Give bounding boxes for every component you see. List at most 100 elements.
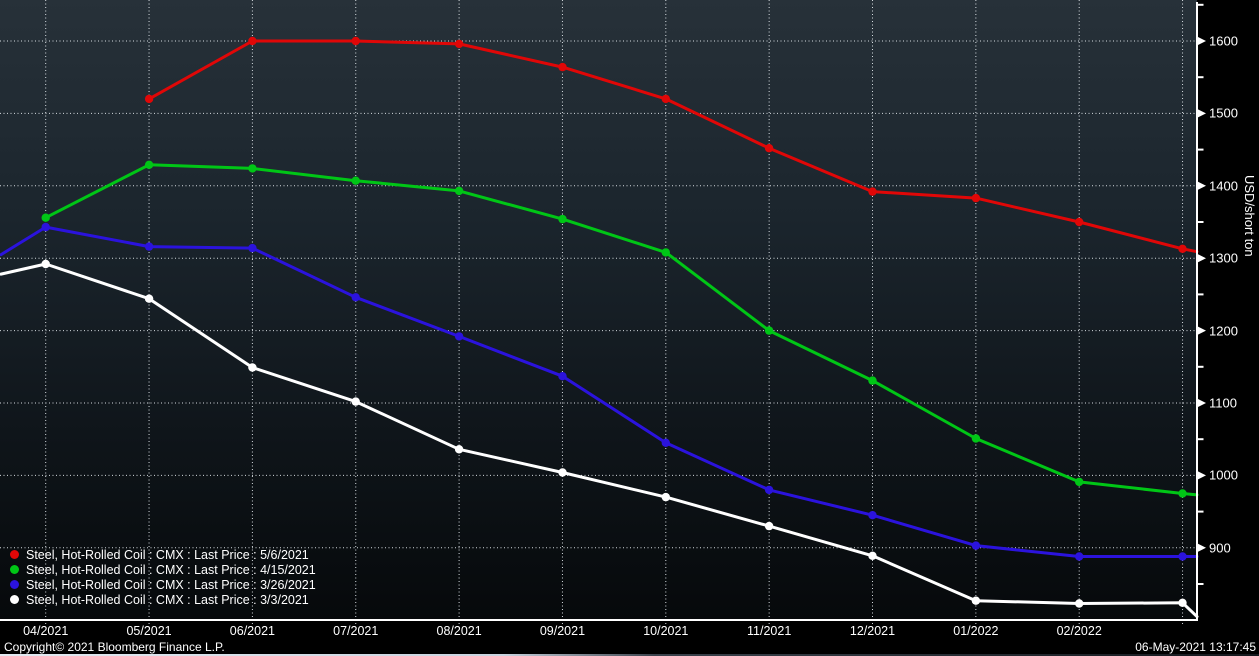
legend-color-dot [10, 565, 19, 574]
data-point-marker[interactable] [144, 160, 154, 169]
data-point-marker[interactable] [558, 62, 567, 72]
data-point-marker[interactable] [351, 293, 360, 302]
data-point-marker[interactable] [1075, 552, 1084, 561]
data-point-marker[interactable] [661, 492, 670, 502]
data-point-marker[interactable] [971, 193, 981, 203]
y-axis-tick-arrow [1198, 399, 1206, 407]
y-axis-tick-label: 1500 [1209, 105, 1238, 121]
y-axis-title: USD/short ton [1242, 175, 1257, 445]
data-point-marker[interactable] [764, 485, 774, 495]
y-axis-tick-arrow [1198, 37, 1206, 45]
window-bottom-edge [0, 654, 1259, 656]
data-point-marker[interactable] [351, 36, 360, 46]
data-point-marker[interactable] [971, 596, 981, 605]
x-axis-tick-label: 12/2021 [849, 624, 896, 638]
x-axis-tick-label: 10/2021 [643, 624, 689, 638]
data-point-marker[interactable] [971, 541, 981, 550]
series-line[interactable] [147, 39, 1199, 254]
data-point-marker[interactable] [248, 36, 257, 46]
y-axis-tick-label: 1300 [1209, 250, 1238, 266]
series-3[interactable] [0, 259, 1199, 619]
data-point-marker[interactable] [661, 438, 670, 447]
data-point-marker[interactable] [1075, 217, 1084, 227]
data-point-marker[interactable] [868, 511, 877, 520]
data-point-marker[interactable] [868, 187, 877, 196]
data-point-marker[interactable] [1075, 477, 1084, 487]
x-axis-tick-label: 04/2021 [23, 624, 69, 638]
legend-item[interactable]: Steel, Hot-Rolled Coil : CMX : Last Pric… [10, 592, 316, 607]
legend-label: Steel, Hot-Rolled Coil : CMX : Last Pric… [26, 577, 316, 592]
y-axis-tick-label: 1200 [1209, 323, 1238, 339]
data-point-marker[interactable] [248, 243, 257, 253]
y-axis-tick-label: 1000 [1209, 467, 1238, 483]
data-point-marker[interactable] [144, 242, 154, 251]
y-axis-tick-label: 1600 [1209, 33, 1238, 49]
data-point-marker[interactable] [454, 39, 464, 49]
series-line[interactable] [0, 262, 1199, 619]
data-point-marker[interactable] [764, 144, 774, 153]
data-point-marker[interactable] [41, 222, 50, 232]
legend-color-dot [10, 550, 19, 559]
data-point-marker[interactable] [1178, 598, 1187, 607]
data-point-marker[interactable] [558, 468, 567, 477]
data-point-marker[interactable] [454, 445, 464, 454]
data-point-marker[interactable] [1075, 599, 1084, 608]
y-axis-tick-arrow [1198, 109, 1206, 118]
x-axis-tick-label: 11/2021 [747, 624, 792, 638]
x-axis-tick-label: 02/2022 [1056, 624, 1102, 638]
legend-color-dot [10, 580, 19, 589]
data-point-marker[interactable] [868, 376, 877, 385]
legend-item[interactable]: Steel, Hot-Rolled Coil : CMX : Last Pric… [10, 547, 316, 562]
y-axis-tick-arrow [1198, 326, 1206, 335]
data-point-marker[interactable] [971, 434, 981, 443]
legend-item[interactable]: Steel, Hot-Rolled Coil : CMX : Last Pric… [10, 562, 316, 577]
x-axis-tick-label: 01/2022 [953, 624, 999, 638]
data-point-marker[interactable] [41, 213, 50, 222]
data-point-marker[interactable] [351, 397, 360, 406]
x-axis-tick-label: 09/2021 [539, 624, 586, 638]
y-axis-tick-arrow [1198, 181, 1206, 190]
data-point-marker[interactable] [454, 186, 464, 196]
data-point-marker[interactable] [1178, 244, 1187, 253]
x-axis-tick-label: 05/2021 [126, 624, 172, 638]
data-point-marker[interactable] [351, 176, 360, 185]
data-point-marker[interactable] [868, 551, 877, 560]
plot-background [0, 0, 1197, 620]
series-1[interactable] [41, 160, 1199, 498]
y-axis-tick-arrow [1198, 471, 1206, 480]
data-point-marker[interactable] [248, 363, 257, 372]
data-point-marker[interactable] [558, 214, 567, 224]
footer-bar: Copyright© 2021 Bloomberg Finance L.P. 0… [0, 639, 1259, 654]
data-point-marker[interactable] [454, 332, 464, 341]
copyright-text: Copyright© 2021 Bloomberg Finance L.P. [4, 640, 225, 654]
y-axis-tick-label: 1400 [1209, 178, 1238, 194]
data-point-marker[interactable] [41, 259, 50, 269]
timestamp-text: 06-May-2021 13:17:45 [1135, 640, 1256, 654]
y-axis-tick-arrow [1198, 543, 1206, 552]
data-point-marker[interactable] [764, 326, 774, 335]
data-point-marker[interactable] [661, 94, 670, 104]
chart-legend: Steel, Hot-Rolled Coil : CMX : Last Pric… [10, 547, 316, 607]
legend-item[interactable]: Steel, Hot-Rolled Coil : CMX : Last Pric… [10, 577, 316, 592]
data-point-marker[interactable] [661, 248, 670, 257]
y-axis-tick-label: 900 [1209, 540, 1231, 556]
x-axis-tick-label: 06/2021 [229, 624, 275, 638]
data-point-marker[interactable] [248, 164, 257, 173]
data-point-marker[interactable] [764, 521, 774, 531]
data-point-marker[interactable] [558, 372, 567, 381]
series-2[interactable] [0, 222, 1199, 561]
y-axis-tick-label: 1100 [1209, 395, 1237, 411]
legend-label: Steel, Hot-Rolled Coil : CMX : Last Pric… [26, 562, 316, 577]
data-point-marker[interactable] [1178, 489, 1187, 498]
data-point-marker[interactable] [144, 294, 154, 303]
series-0[interactable] [144, 36, 1199, 254]
legend-label: Steel, Hot-Rolled Coil : CMX : Last Pric… [26, 547, 309, 562]
y-axis-tick-arrow [1198, 254, 1206, 263]
series-line[interactable] [0, 225, 1199, 558]
data-point-marker[interactable] [144, 94, 154, 104]
y-axis-title-text: USD/short ton [1242, 175, 1257, 257]
data-point-marker[interactable] [1178, 552, 1187, 561]
legend-label: Steel, Hot-Rolled Coil : CMX : Last Pric… [26, 592, 309, 607]
